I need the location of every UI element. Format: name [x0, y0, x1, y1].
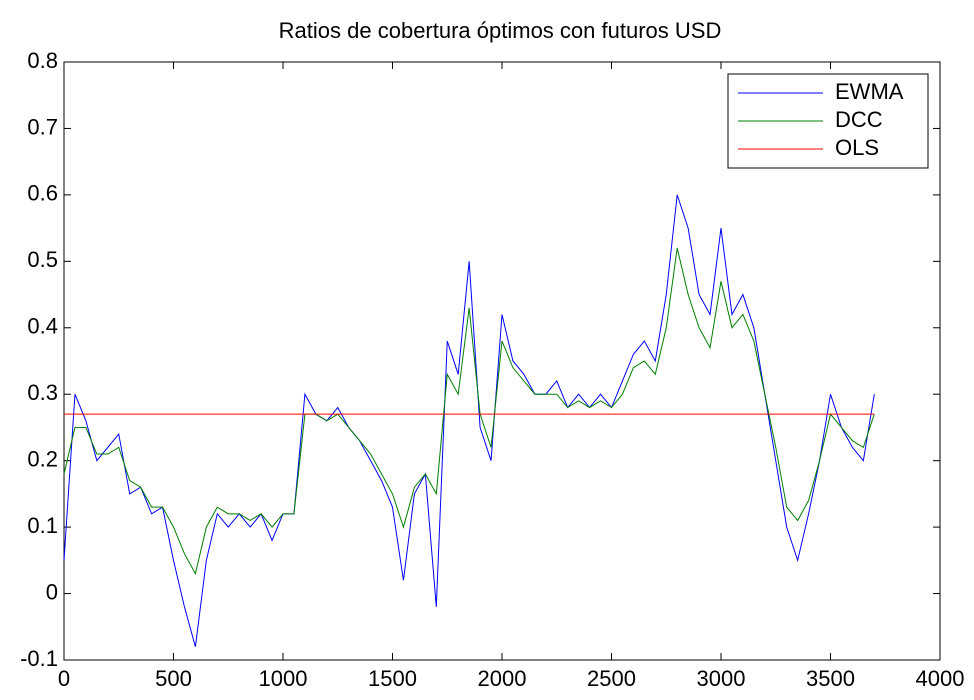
legend-label: DCC [835, 107, 883, 132]
chart-title: Ratios de cobertura óptimos con futuros … [279, 18, 722, 43]
x-tick-label: 2500 [587, 666, 636, 691]
y-tick-label: 0 [46, 579, 58, 604]
y-tick-label: 0.6 [27, 181, 58, 206]
x-tick-label: 1500 [368, 666, 417, 691]
x-tick-label: 3500 [806, 666, 855, 691]
y-tick-label: 0.8 [27, 48, 58, 73]
series-line [63, 194, 875, 647]
x-tick-label: 4000 [916, 666, 965, 691]
x-tick-label: 2000 [478, 666, 527, 691]
y-tick-label: 0.7 [27, 114, 58, 139]
y-tick-label: 0.1 [27, 513, 58, 538]
x-tick-label: 0 [58, 666, 70, 691]
y-tick-label: 0.3 [27, 380, 58, 405]
legend-label: OLS [835, 135, 879, 160]
y-tick-label: -0.1 [20, 646, 58, 671]
x-tick-label: 500 [155, 666, 192, 691]
y-tick-label: 0.4 [27, 314, 58, 339]
series-line [63, 247, 875, 576]
legend-label: EWMA [835, 79, 904, 104]
y-tick-label: 0.2 [27, 446, 58, 471]
x-tick-label: 3000 [697, 666, 746, 691]
x-tick-label: 1000 [259, 666, 308, 691]
y-tick-label: 0.5 [27, 247, 58, 272]
